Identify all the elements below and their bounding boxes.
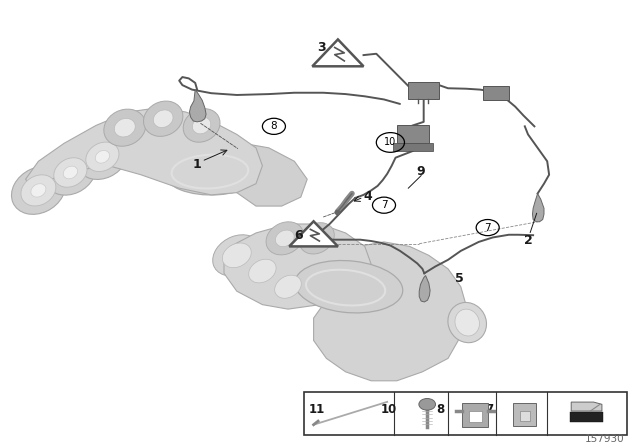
- Text: 10: 10: [381, 403, 397, 416]
- Polygon shape: [26, 108, 262, 195]
- Ellipse shape: [54, 158, 87, 187]
- Polygon shape: [571, 402, 602, 411]
- Ellipse shape: [455, 309, 479, 336]
- Text: 7: 7: [486, 403, 493, 416]
- Text: 4: 4: [364, 190, 372, 203]
- Text: 8: 8: [271, 121, 277, 131]
- Polygon shape: [532, 194, 544, 222]
- Polygon shape: [419, 276, 430, 302]
- Text: 5: 5: [455, 272, 464, 285]
- Ellipse shape: [115, 118, 135, 137]
- Ellipse shape: [21, 175, 56, 206]
- Text: 10: 10: [384, 138, 397, 147]
- Ellipse shape: [448, 302, 486, 343]
- Polygon shape: [230, 143, 307, 206]
- Polygon shape: [312, 39, 364, 66]
- Ellipse shape: [143, 101, 183, 136]
- Ellipse shape: [193, 117, 211, 134]
- Text: 8: 8: [436, 403, 444, 416]
- Bar: [483, 86, 509, 100]
- Ellipse shape: [86, 142, 119, 172]
- Bar: [468, 411, 482, 422]
- Ellipse shape: [12, 167, 65, 214]
- Ellipse shape: [63, 166, 77, 179]
- Ellipse shape: [45, 150, 96, 195]
- Ellipse shape: [183, 109, 220, 142]
- Ellipse shape: [239, 251, 285, 291]
- Ellipse shape: [275, 230, 294, 246]
- Text: 11: 11: [308, 403, 325, 416]
- Text: 157930: 157930: [584, 434, 624, 444]
- Polygon shape: [189, 90, 206, 122]
- Bar: [397, 125, 429, 143]
- Bar: [408, 82, 439, 99]
- Bar: [520, 411, 530, 421]
- Ellipse shape: [95, 151, 109, 163]
- Ellipse shape: [154, 110, 173, 128]
- Text: 9: 9: [417, 164, 426, 178]
- Bar: [513, 403, 536, 426]
- Polygon shape: [289, 221, 338, 246]
- Ellipse shape: [212, 235, 261, 276]
- Ellipse shape: [275, 275, 301, 298]
- Bar: [463, 403, 488, 426]
- Text: 3: 3: [317, 41, 326, 55]
- Text: 6: 6: [294, 229, 303, 242]
- Ellipse shape: [295, 260, 403, 313]
- Bar: [570, 412, 604, 422]
- Ellipse shape: [308, 231, 326, 246]
- Ellipse shape: [266, 222, 303, 255]
- Ellipse shape: [222, 243, 252, 268]
- Ellipse shape: [31, 184, 46, 197]
- Text: 7: 7: [381, 200, 387, 210]
- Ellipse shape: [77, 134, 128, 180]
- Polygon shape: [314, 242, 467, 381]
- Ellipse shape: [163, 146, 266, 195]
- Text: 7: 7: [484, 223, 491, 233]
- Text: 1: 1: [193, 158, 202, 172]
- Bar: [393, 143, 433, 151]
- Ellipse shape: [309, 236, 322, 244]
- Ellipse shape: [300, 223, 334, 254]
- Ellipse shape: [249, 259, 276, 283]
- Ellipse shape: [104, 109, 146, 146]
- Text: 2: 2: [524, 234, 532, 247]
- Polygon shape: [224, 224, 371, 309]
- Bar: [304, 392, 627, 435]
- Ellipse shape: [266, 267, 310, 306]
- Circle shape: [419, 399, 435, 410]
